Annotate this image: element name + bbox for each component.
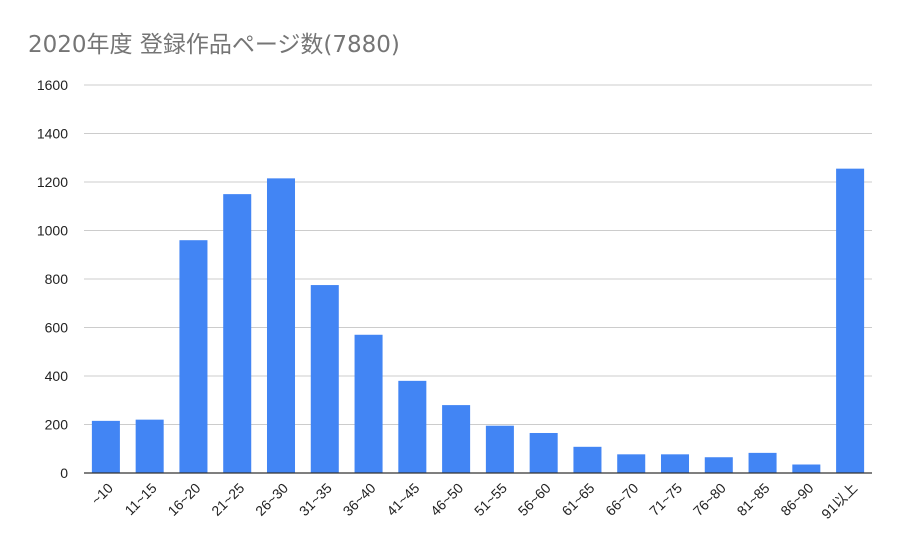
y-tick-label: 800 [45,271,69,287]
bar [748,452,777,473]
x-tick-label: 86~90 [777,480,816,519]
bar [223,194,252,474]
x-tick-label: 36~40 [340,480,379,519]
y-tick-label: 1200 [37,174,68,190]
x-tick-label: 16~20 [164,480,203,519]
x-tick-label: 21~25 [208,480,247,519]
y-tick-label: 1000 [37,223,68,239]
bar [836,168,865,473]
bar [179,240,208,473]
x-tick-label: 41~45 [383,480,422,519]
x-tick-label: 46~50 [427,480,466,519]
bar [266,178,296,474]
x-tick-label: 81~85 [734,480,773,519]
x-tick-label: 66~70 [602,480,641,519]
bar [573,446,602,473]
bar [617,454,646,473]
bar [310,285,339,473]
bar [398,380,427,473]
bar [485,425,514,473]
bar [354,334,383,473]
y-tick-label: 1400 [37,126,68,142]
gridlines [84,84,872,425]
bar [442,405,471,473]
x-tick-label: 31~35 [296,480,335,519]
bar [529,432,558,473]
bar [704,457,733,473]
y-tick-label: 200 [45,417,69,433]
bar [135,419,164,473]
x-tick-label: ~10 [88,480,116,508]
x-tick-label: 51~55 [471,480,510,519]
x-tick-label: 56~60 [515,480,554,519]
bar [792,464,821,473]
y-tick-label: 1600 [37,77,68,93]
bars [91,168,865,474]
y-tick-label: 600 [45,320,69,336]
x-tick-label: 76~80 [690,480,729,519]
x-tick-label: 26~30 [252,480,291,519]
bar [660,454,690,473]
x-tick-label: 91以上 [818,480,860,522]
x-tick-label: 71~75 [646,480,685,519]
y-tick-label: 400 [45,368,69,384]
y-tick-label: 0 [60,465,68,481]
x-axis: ~10 11~15 16~20 21~25 26~30 31~35 36~40 41~45 46… [88,480,860,522]
y-axis: 0 200 400 600 800 1000 1200 1400 1600 [37,77,68,481]
bar [91,420,120,473]
chart-title: 2020年度 登録作品ページ数(7880) [28,32,400,58]
x-tick-label: 61~65 [558,480,597,519]
x-tick-label: 11~15 [121,480,160,519]
